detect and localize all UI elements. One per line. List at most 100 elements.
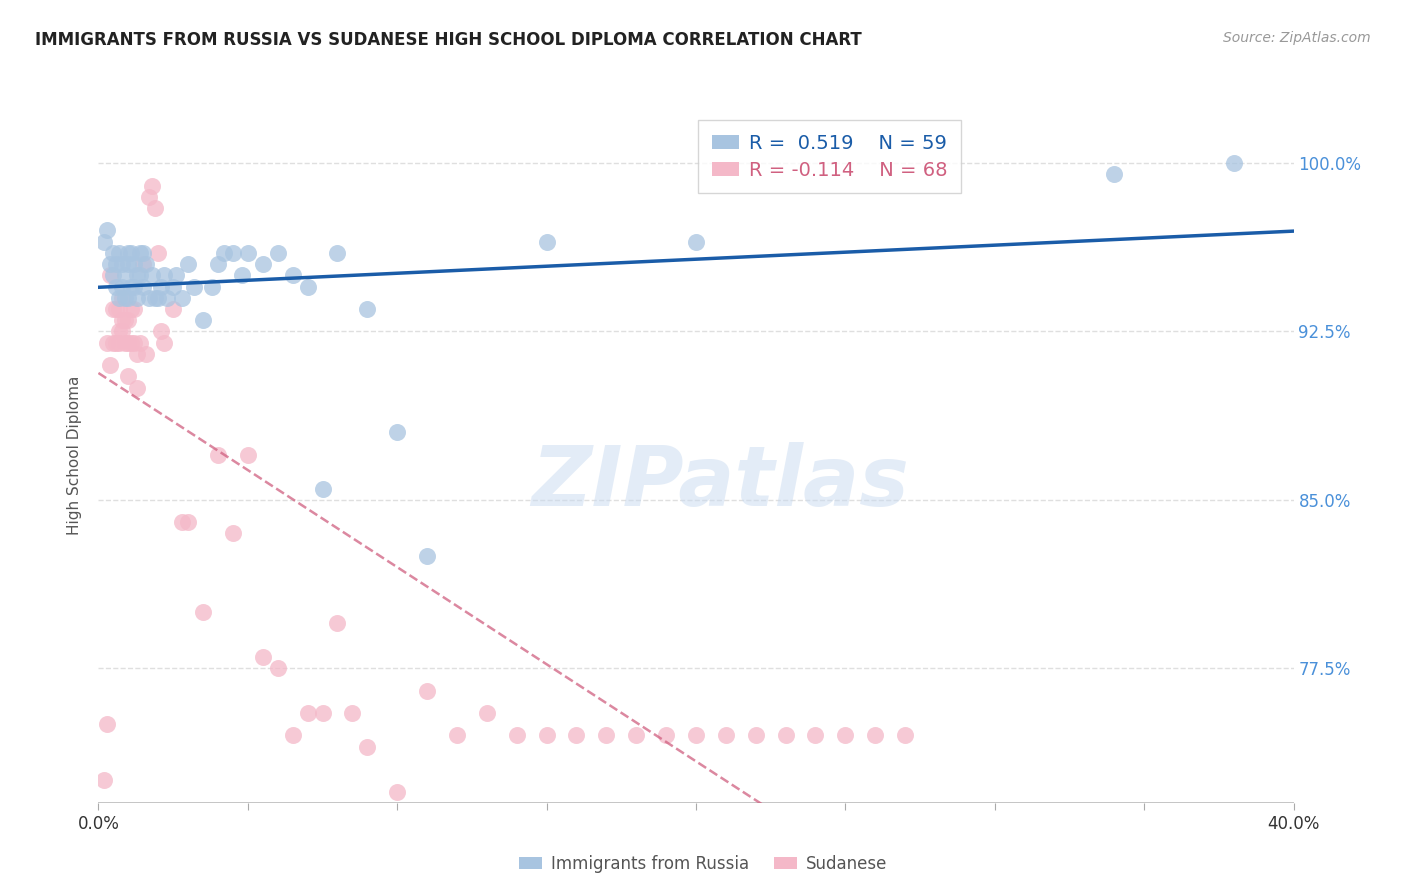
Point <box>356 739 378 754</box>
Text: IMMIGRANTS FROM RUSSIA VS SUDANESE HIGH SCHOOL DIPLOMA CORRELATION CHART: IMMIGRANTS FROM RUSSIA VS SUDANESE HIGH … <box>35 31 862 49</box>
Point <box>105 335 128 350</box>
Point <box>685 235 707 249</box>
Point <box>96 717 118 731</box>
Point <box>108 335 131 350</box>
Point <box>103 268 125 283</box>
Point <box>111 291 134 305</box>
Point <box>141 268 163 283</box>
Point <box>416 683 439 698</box>
Point <box>124 257 146 271</box>
Point <box>231 268 253 283</box>
Point <box>385 784 409 798</box>
Point <box>191 605 214 619</box>
Point <box>114 268 136 283</box>
Text: Source: ZipAtlas.com: Source: ZipAtlas.com <box>1223 31 1371 45</box>
Point <box>117 257 139 271</box>
Point <box>222 526 245 541</box>
Point <box>120 301 142 316</box>
Point <box>129 246 152 260</box>
Point <box>595 729 617 743</box>
Point <box>342 706 364 720</box>
Point <box>108 301 131 316</box>
Point <box>138 190 160 204</box>
Point <box>655 729 678 743</box>
Point <box>100 358 122 372</box>
Legend: R =  0.519    N = 59, R = -0.114    N = 68: R = 0.519 N = 59, R = -0.114 N = 68 <box>699 120 962 194</box>
Point <box>177 515 200 529</box>
Point <box>281 268 304 283</box>
Point <box>108 291 131 305</box>
Point <box>212 246 235 260</box>
Point <box>626 729 648 743</box>
Point <box>111 313 134 327</box>
Point <box>103 301 125 316</box>
Legend: Immigrants from Russia, Sudanese: Immigrants from Russia, Sudanese <box>512 848 894 880</box>
Point <box>416 549 439 563</box>
Point <box>172 515 194 529</box>
Point <box>311 482 333 496</box>
Point <box>148 246 170 260</box>
Point <box>117 313 139 327</box>
Point <box>132 246 155 260</box>
Point <box>111 325 134 339</box>
Point <box>177 257 200 271</box>
Point <box>96 335 118 350</box>
Point <box>297 706 319 720</box>
Point <box>385 425 409 440</box>
Point <box>117 369 139 384</box>
Point <box>132 257 155 271</box>
Point <box>165 268 187 283</box>
Point <box>124 301 146 316</box>
Text: ZIPatlas: ZIPatlas <box>531 442 908 524</box>
Point <box>100 257 122 271</box>
Point <box>114 335 136 350</box>
Point <box>117 291 139 305</box>
Point <box>162 279 184 293</box>
Point <box>127 291 149 305</box>
Point <box>156 291 179 305</box>
Point <box>267 246 290 260</box>
Point <box>536 235 558 249</box>
Point <box>207 448 229 462</box>
Point <box>105 257 128 271</box>
Point <box>153 335 176 350</box>
Point <box>117 246 139 260</box>
Point <box>127 347 149 361</box>
Point <box>111 279 134 293</box>
Point <box>135 347 157 361</box>
Point <box>105 279 128 293</box>
Point <box>132 279 155 293</box>
Point <box>356 301 378 316</box>
Point <box>191 313 214 327</box>
Point <box>804 729 827 743</box>
Point <box>148 291 170 305</box>
Point <box>117 335 139 350</box>
Point <box>103 335 125 350</box>
Point <box>297 279 319 293</box>
Point <box>252 257 274 271</box>
Point <box>150 325 173 339</box>
Point <box>834 729 856 743</box>
Point <box>105 301 128 316</box>
Point <box>475 706 498 720</box>
Point <box>236 448 259 462</box>
Point <box>120 335 142 350</box>
Point <box>124 279 146 293</box>
Point <box>1223 156 1246 170</box>
Point <box>326 246 349 260</box>
Point <box>162 301 184 316</box>
Point <box>129 335 152 350</box>
Point <box>252 649 274 664</box>
Point <box>281 729 304 743</box>
Point <box>207 257 229 271</box>
Point <box>565 729 588 743</box>
Point <box>150 279 173 293</box>
Point <box>685 729 707 743</box>
Point <box>267 661 290 675</box>
Point <box>236 246 259 260</box>
Point <box>111 257 134 271</box>
Point <box>143 291 166 305</box>
Point <box>222 246 245 260</box>
Point <box>143 201 166 215</box>
Point <box>536 729 558 743</box>
